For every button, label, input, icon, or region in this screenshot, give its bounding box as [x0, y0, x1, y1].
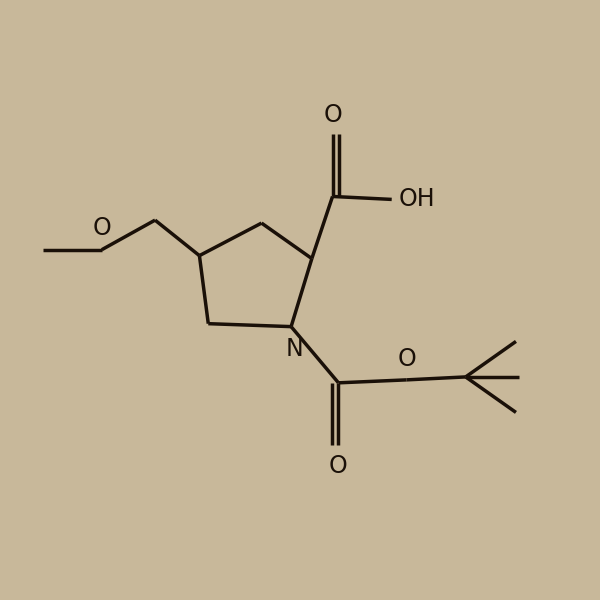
- Text: OH: OH: [399, 187, 436, 211]
- Text: O: O: [397, 347, 416, 371]
- Text: N: N: [285, 337, 303, 361]
- Text: O: O: [92, 215, 111, 239]
- Text: O: O: [323, 103, 342, 127]
- Text: O: O: [329, 454, 348, 478]
